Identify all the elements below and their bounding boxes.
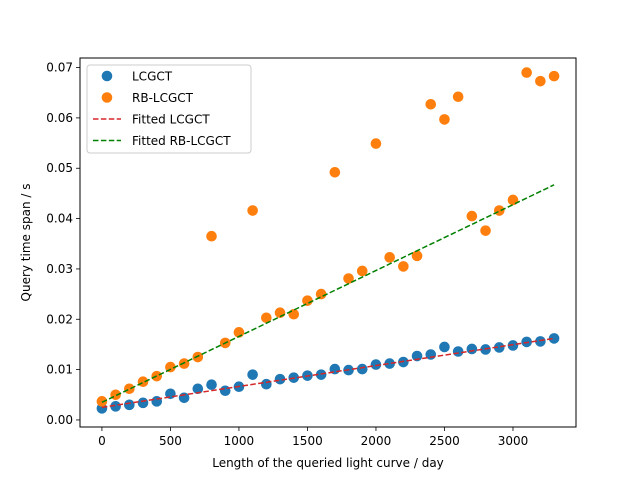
point-rb-lcgct-28 xyxy=(480,225,491,236)
y-tick-label: 0.06 xyxy=(46,111,73,125)
point-lcgct-1 xyxy=(110,401,121,412)
point-lcgct-19 xyxy=(356,363,368,375)
point-lcgct-30 xyxy=(507,340,519,351)
y-tick-label: 0.00 xyxy=(46,413,73,427)
point-lcgct-27 xyxy=(466,343,478,355)
point-rb-lcgct-3 xyxy=(137,376,149,387)
point-lcgct-7 xyxy=(192,383,204,395)
point-lcgct-2 xyxy=(124,399,135,411)
point-rb-lcgct-14 xyxy=(288,308,300,320)
x-tick-label: 500 xyxy=(159,434,182,448)
point-rb-lcgct-24 xyxy=(425,99,437,110)
y-tick-label: 0.05 xyxy=(46,161,73,175)
point-rb-lcgct-15 xyxy=(302,295,313,306)
line-fitted-lcgct xyxy=(101,337,555,409)
legend-box xyxy=(86,64,252,154)
point-rb-lcgct-29 xyxy=(493,205,505,216)
point-rb-lcgct-33 xyxy=(548,70,560,82)
point-lcgct-9 xyxy=(219,385,231,397)
point-lcgct-4 xyxy=(151,396,163,407)
point-rb-lcgct-8 xyxy=(206,230,217,242)
x-tick-label: 2500 xyxy=(429,434,460,448)
point-lcgct-26 xyxy=(452,346,464,357)
point-rb-lcgct-16 xyxy=(315,288,327,300)
point-rb-lcgct-21 xyxy=(384,252,395,263)
point-rb-lcgct-0 xyxy=(96,396,108,407)
point-lcgct-21 xyxy=(384,358,395,369)
point-rb-lcgct-27 xyxy=(466,210,478,222)
y-axis-label: Query time span / s xyxy=(19,184,33,302)
point-rb-lcgct-18 xyxy=(343,273,354,284)
point-lcgct-25 xyxy=(439,341,450,353)
x-tick-label: 1500 xyxy=(292,434,323,448)
legend-marker-rb-lcgct xyxy=(101,92,113,103)
point-rb-lcgct-17 xyxy=(329,166,341,178)
y-tick-label: 0.03 xyxy=(46,262,73,276)
point-lcgct-29 xyxy=(493,342,505,353)
point-lcgct-33 xyxy=(548,333,560,344)
x-axis-ticks: 0 500 1000 1500 2000 2500 3000 xyxy=(98,427,528,448)
legend-label-lcgct: LCGCT xyxy=(132,70,173,84)
y-tick-label: 0.02 xyxy=(46,312,73,326)
point-lcgct-12 xyxy=(261,378,272,390)
point-rb-lcgct-2 xyxy=(124,383,135,395)
point-rb-lcgct-11 xyxy=(247,205,258,216)
point-lcgct-11 xyxy=(247,369,258,380)
x-tick-label: 1000 xyxy=(224,434,255,448)
point-rb-lcgct-20 xyxy=(370,138,382,149)
point-rb-lcgct-22 xyxy=(398,261,409,272)
point-rb-lcgct-23 xyxy=(411,250,423,262)
x-axis-label: Length of the queried light curve / day xyxy=(212,456,444,470)
legend-marker-lcgct xyxy=(101,70,113,82)
point-rb-lcgct-19 xyxy=(356,265,368,277)
point-lcgct-3 xyxy=(137,397,149,409)
y-tick-label: 0.07 xyxy=(46,61,73,75)
x-tick-label: 3000 xyxy=(498,434,529,448)
point-rb-lcgct-26 xyxy=(452,91,464,103)
line-fitted-rb-lcgct xyxy=(101,184,555,404)
y-tick-label: 0.01 xyxy=(46,363,73,377)
point-rb-lcgct-25 xyxy=(439,114,450,125)
point-rb-lcgct-5 xyxy=(165,361,176,373)
chart-marks xyxy=(96,67,560,414)
point-rb-lcgct-31 xyxy=(521,67,532,78)
point-rb-lcgct-32 xyxy=(535,75,546,87)
y-tick-label: 0.04 xyxy=(46,212,73,226)
point-lcgct-8 xyxy=(206,379,217,391)
x-tick-label: 0 xyxy=(98,434,106,448)
point-lcgct-13 xyxy=(274,373,286,385)
point-rb-lcgct-12 xyxy=(261,312,272,324)
plot-frame xyxy=(79,57,577,428)
point-lcgct-20 xyxy=(370,359,382,370)
y-axis-ticks: 0.00 0.01 0.02 0.03 0.04 0.05 0.06 0.07 xyxy=(46,61,80,427)
legend: LCGCT RB-LCGCT Fitted LCGCT Fitted RB-LCGCT xyxy=(86,64,252,154)
legend-label-fitted-rb-lcgct: Fitted RB-LCGCT xyxy=(132,134,231,148)
legend-label-rb-lcgct: RB-LCGCT xyxy=(132,91,194,105)
point-lcgct-32 xyxy=(535,336,546,347)
legend-label-fitted-lcgct: Fitted LCGCT xyxy=(132,113,210,127)
x-tick-label: 2000 xyxy=(361,434,392,448)
